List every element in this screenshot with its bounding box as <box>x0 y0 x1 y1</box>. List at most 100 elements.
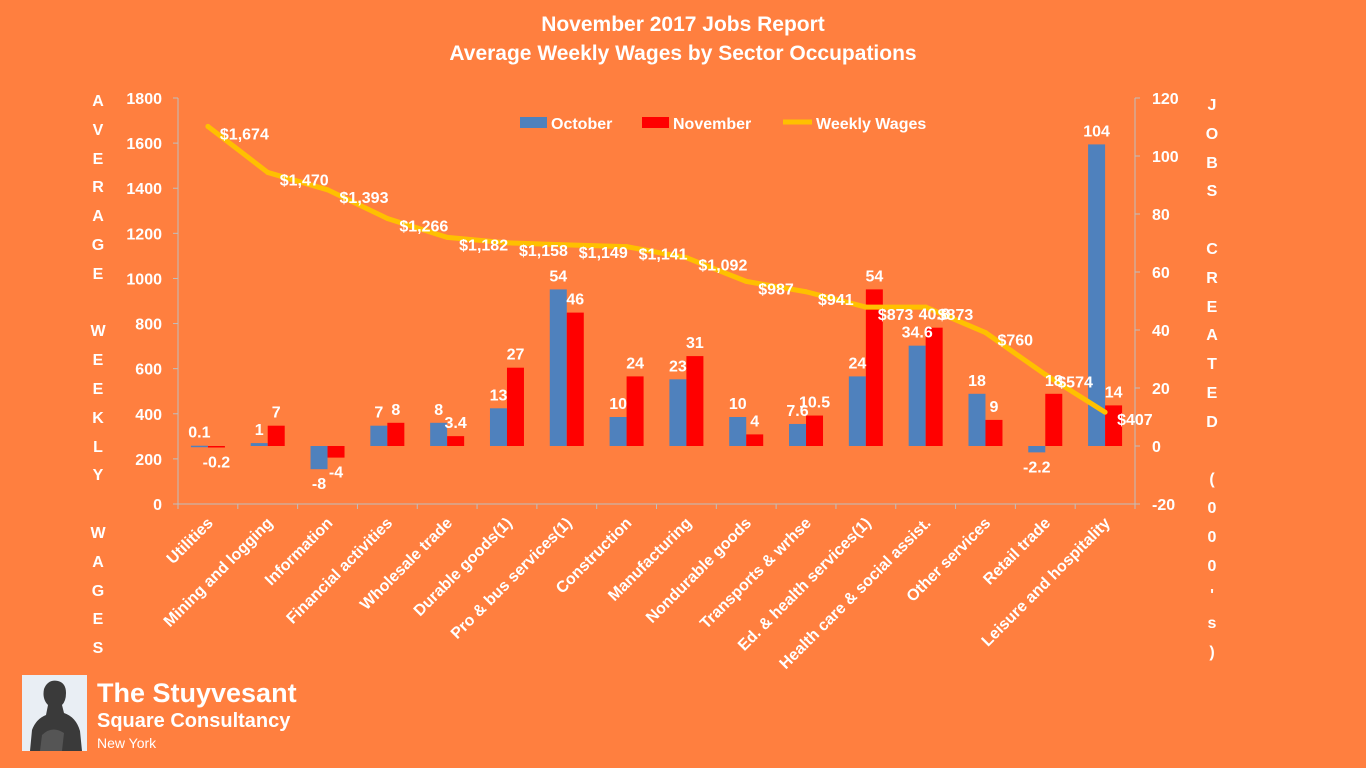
right-axis-title-char: J <box>1207 97 1217 114</box>
weekly-wages-data-label: $873 <box>878 307 914 324</box>
weekly-wages-data-label: $1,182 <box>459 237 508 254</box>
october-bar <box>968 393 986 446</box>
right-axis-title-char: D <box>1206 413 1218 431</box>
left-axis-title-char: W <box>90 323 106 341</box>
november-data-label: 14 <box>1105 384 1123 401</box>
statue-photo <box>22 675 87 751</box>
weekly-wages-point <box>564 242 570 248</box>
left-tick-label: 1400 <box>126 181 162 198</box>
weekly-wages-point <box>444 234 450 240</box>
november-data-label: 7 <box>272 405 281 422</box>
october-data-label: 54 <box>549 268 567 285</box>
right-tick-label: 100 <box>1152 149 1179 166</box>
weekly-wages-data-label: $407 <box>1117 412 1153 429</box>
october-bar <box>549 289 567 446</box>
weekly-wages-point <box>1102 409 1108 415</box>
october-bar <box>1028 446 1046 453</box>
october-bar <box>430 422 448 446</box>
october-bar <box>609 417 627 446</box>
october-data-label: 13 <box>490 387 508 404</box>
weekly-wages-point <box>743 278 749 284</box>
weekly-wages-point <box>863 304 869 310</box>
november-data-label: 8 <box>391 402 400 419</box>
weekly-wages-point <box>205 123 211 129</box>
left-axis-title-char: L <box>93 438 103 456</box>
november-bar <box>925 327 943 446</box>
november-data-label: 46 <box>566 292 584 309</box>
x-category-label: Mining and logging <box>161 515 277 631</box>
october-data-label: 7.6 <box>786 403 808 420</box>
weekly-wages-data-label: $1,393 <box>340 190 389 207</box>
weekly-wages-data-label: $1,141 <box>639 247 688 264</box>
october-bar <box>489 408 507 446</box>
right-tick-label: 40 <box>1152 323 1170 340</box>
october-data-label: 0.1 <box>188 425 210 442</box>
weekly-wages-point <box>384 215 390 221</box>
left-tick-label: 600 <box>135 362 162 379</box>
november-data-label: 3.4 <box>445 415 467 432</box>
brand-city: New York <box>97 735 157 751</box>
legend-label-october: October <box>551 116 612 133</box>
weekly-wages-data-label: $1,149 <box>579 245 628 262</box>
november-bar <box>327 446 345 458</box>
october-bar <box>789 423 807 446</box>
right-tick-label: 0 <box>1152 439 1161 456</box>
right-axis-title-char: ' <box>1210 586 1214 604</box>
left-tick-label: 1200 <box>126 226 162 243</box>
november-data-label: 4 <box>750 413 759 430</box>
november-bar <box>1105 405 1123 446</box>
x-category-label: Leisure and hospitality <box>979 515 1114 650</box>
left-axis-title-char: K <box>92 409 104 427</box>
weekly-wages-point <box>923 304 929 310</box>
legend-swatch-november <box>642 117 669 128</box>
brand-subname: Square Consultancy <box>97 710 291 732</box>
right-tick-label: 60 <box>1152 265 1170 282</box>
left-tick-label: 400 <box>135 407 162 424</box>
weekly-wages-data-label: $574 <box>1057 375 1093 392</box>
weekly-wages-point <box>504 240 510 246</box>
left-axis-title-char: Y <box>92 467 104 485</box>
left-tick-label: 1800 <box>126 91 162 108</box>
axes: 0 200 400 600 800 1000 1200 1400 1600 1800 -20 0 20 4… <box>126 91 1178 514</box>
october-bar <box>250 443 268 446</box>
october-data-label: -2.2 <box>1023 459 1051 476</box>
weekly-wages-point <box>624 244 630 250</box>
right-axis-title-char: 0 <box>1207 528 1217 546</box>
november-data-label: 24 <box>626 355 644 372</box>
october-bar <box>370 425 388 446</box>
right-axis-title-char: A <box>1206 327 1218 345</box>
x-category-label: Transports & wrhse <box>697 515 815 633</box>
brand-name: The Stuyvesant <box>97 678 297 708</box>
bar-marks <box>190 144 1123 470</box>
left-axis-title-char: E <box>92 611 104 629</box>
weekly-wages-data-label: $941 <box>818 292 854 309</box>
october-data-label: 10 <box>609 396 627 413</box>
october-bar <box>310 446 328 470</box>
right-axis-title-char: ( <box>1209 471 1215 489</box>
left-axis-title-char: A <box>92 93 104 110</box>
weekly-wages-point <box>683 255 689 261</box>
weekly-wages-data-label: $1,674 <box>220 126 269 143</box>
november-bar <box>806 415 824 446</box>
november-data-label: 27 <box>507 347 525 364</box>
right-tick-label: 20 <box>1152 381 1170 398</box>
november-data-label: 10.5 <box>799 395 830 412</box>
right-axis-title-char: B <box>1206 154 1218 172</box>
october-data-label: 18 <box>968 373 986 390</box>
october-data-label: -8 <box>312 476 326 493</box>
october-data-label: 7 <box>374 405 383 422</box>
november-data-label: 18 <box>1045 373 1063 390</box>
october-data-label: 1 <box>255 422 264 439</box>
left-tick-label: 800 <box>135 317 162 334</box>
weekly-wages-data-label: $760 <box>997 333 1033 350</box>
legend: October November Weekly Wages <box>520 116 926 133</box>
left-axis-title-char: A <box>92 553 104 571</box>
november-bar <box>985 419 1003 446</box>
november-data-label: 9 <box>990 399 999 416</box>
november-bar <box>865 289 883 446</box>
right-axis-title-char: E <box>1206 298 1218 316</box>
